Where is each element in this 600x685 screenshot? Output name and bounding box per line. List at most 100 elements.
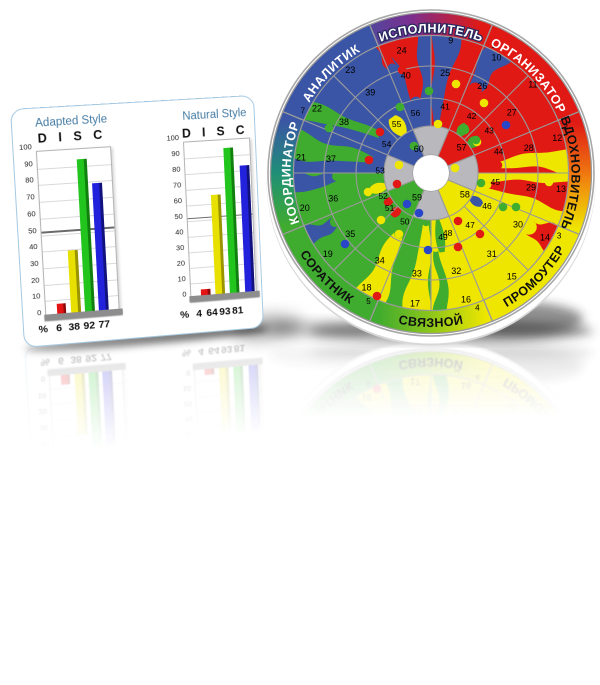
- svg-text:44: 44: [494, 147, 504, 157]
- svg-text:51: 51: [385, 203, 395, 213]
- svg-text:19: 19: [323, 426, 333, 436]
- svg-text:1: 1: [491, 41, 496, 50]
- svg-text:7: 7: [301, 106, 306, 115]
- svg-text:2: 2: [563, 123, 568, 132]
- svg-text:17: 17: [410, 377, 420, 387]
- svg-text:26: 26: [477, 594, 487, 604]
- svg-text:10: 10: [491, 53, 501, 63]
- svg-text:14: 14: [540, 233, 550, 243]
- svg-text:37: 37: [326, 154, 336, 164]
- svg-text:46: 46: [482, 474, 492, 484]
- svg-text:16: 16: [461, 295, 471, 305]
- svg-text:22: 22: [312, 104, 322, 114]
- svg-text:40: 40: [401, 605, 411, 615]
- svg-text:56: 56: [411, 567, 421, 577]
- svg-text:42: 42: [467, 564, 477, 574]
- svg-text:45: 45: [491, 498, 501, 508]
- svg-text:45: 45: [491, 177, 501, 187]
- svg-text:24: 24: [397, 629, 407, 639]
- svg-text:52: 52: [378, 484, 388, 494]
- svg-text:23: 23: [345, 610, 355, 620]
- svg-text:20: 20: [300, 203, 310, 213]
- svg-text:13: 13: [556, 184, 566, 194]
- svg-text:6: 6: [294, 215, 299, 224]
- svg-text:21: 21: [296, 152, 306, 162]
- svg-text:55: 55: [392, 119, 402, 129]
- svg-text:41: 41: [440, 574, 450, 584]
- svg-text:59: 59: [412, 193, 422, 203]
- svg-text:53: 53: [375, 510, 385, 520]
- svg-text:35: 35: [345, 229, 355, 239]
- svg-text:17: 17: [410, 298, 420, 308]
- svg-text:27: 27: [507, 108, 517, 118]
- svg-text:12: 12: [552, 133, 562, 143]
- svg-text:28: 28: [524, 143, 534, 153]
- svg-text:20: 20: [300, 472, 310, 482]
- svg-text:4: 4: [475, 304, 480, 313]
- svg-text:55: 55: [392, 556, 402, 566]
- svg-text:15: 15: [507, 404, 517, 414]
- svg-text:3: 3: [557, 445, 562, 454]
- svg-text:38: 38: [339, 117, 349, 127]
- svg-text:34: 34: [375, 255, 385, 265]
- svg-text:47: 47: [465, 455, 475, 465]
- svg-text:39: 39: [365, 587, 375, 597]
- svg-text:44: 44: [494, 528, 504, 538]
- svg-text:57: 57: [457, 143, 467, 153]
- svg-text:57: 57: [457, 533, 467, 543]
- svg-text:30: 30: [513, 456, 523, 466]
- svg-text:36: 36: [328, 194, 338, 204]
- svg-text:25: 25: [440, 68, 450, 78]
- svg-text:53: 53: [375, 165, 385, 175]
- svg-text:38: 38: [339, 558, 349, 568]
- svg-text:4: 4: [475, 372, 480, 381]
- svg-text:15: 15: [507, 272, 517, 282]
- svg-text:39: 39: [365, 88, 375, 98]
- svg-text:47: 47: [465, 220, 475, 230]
- svg-text:СВЯЗНОЙ: СВЯЗНОЙ: [398, 355, 465, 373]
- svg-text:43: 43: [484, 126, 494, 136]
- svg-text:5: 5: [366, 379, 371, 388]
- svg-text:30: 30: [513, 220, 523, 230]
- svg-text:31: 31: [487, 249, 497, 259]
- svg-text:28: 28: [524, 532, 534, 542]
- svg-text:52: 52: [378, 191, 388, 201]
- svg-text:49: 49: [438, 232, 448, 242]
- svg-text:18: 18: [361, 282, 371, 292]
- svg-text:56: 56: [411, 108, 421, 118]
- svg-text:13: 13: [556, 491, 566, 501]
- svg-text:26: 26: [477, 81, 487, 91]
- svg-text:9: 9: [448, 639, 453, 649]
- svg-text:48: 48: [443, 228, 453, 238]
- svg-text:27: 27: [507, 568, 517, 578]
- svg-text:49: 49: [438, 443, 448, 453]
- svg-text:34: 34: [375, 420, 385, 430]
- svg-text:29: 29: [526, 493, 536, 503]
- svg-text:60: 60: [414, 531, 424, 541]
- svg-text:21: 21: [296, 523, 306, 533]
- svg-text:31: 31: [487, 426, 497, 436]
- svg-text:54: 54: [382, 139, 392, 149]
- svg-text:41: 41: [440, 102, 450, 112]
- svg-text:36: 36: [328, 482, 338, 492]
- svg-text:7: 7: [301, 570, 306, 579]
- svg-text:33: 33: [412, 268, 422, 278]
- svg-text:8: 8: [382, 34, 387, 43]
- svg-text:24: 24: [397, 46, 407, 56]
- svg-text:СВЯЗНОЙ: СВЯЗНОЙ: [398, 312, 465, 330]
- svg-text:59: 59: [412, 483, 422, 493]
- svg-text:12: 12: [552, 542, 562, 552]
- svg-text:3: 3: [557, 231, 562, 240]
- svg-text:51: 51: [385, 472, 395, 482]
- svg-text:32: 32: [451, 409, 461, 419]
- svg-text:58: 58: [460, 189, 470, 199]
- svg-text:18: 18: [361, 393, 371, 403]
- svg-text:19: 19: [323, 249, 333, 259]
- svg-text:14: 14: [540, 442, 550, 452]
- svg-text:46: 46: [482, 201, 492, 211]
- svg-text:11: 11: [528, 80, 537, 90]
- svg-text:35: 35: [345, 446, 355, 456]
- svg-text:23: 23: [345, 65, 355, 75]
- svg-text:16: 16: [461, 381, 471, 391]
- svg-text:58: 58: [460, 486, 470, 496]
